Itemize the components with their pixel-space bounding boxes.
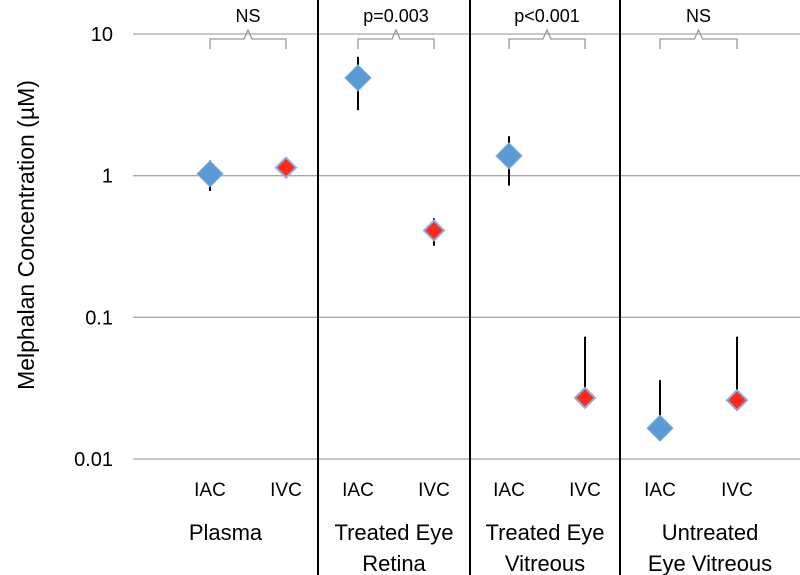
group-label: Retina: [362, 551, 426, 575]
significance-label-bg: [356, 4, 436, 26]
y-axis-label: Melphalan Concentration (µM): [13, 80, 39, 390]
x-category-label: IVC: [418, 480, 450, 501]
significance-layer: NS p=0.003 p<0.001 NS: [209, 4, 738, 49]
significance-label-bg: [683, 4, 714, 26]
y-tick-label: 1: [102, 166, 113, 188]
data-point-ivc: [274, 156, 298, 180]
x-category-label: IVC: [270, 480, 302, 501]
significance-bracket: [508, 28, 586, 49]
data-point-iac: [495, 142, 523, 170]
y-tick-label: 0.01: [74, 449, 113, 471]
significance-bracket: [659, 28, 738, 49]
x-category-label: IAC: [644, 480, 676, 501]
group-label: Treated Eye: [485, 520, 604, 545]
significance-bracket: [357, 28, 435, 49]
data-point-iac: [344, 64, 372, 92]
significance-label: NS: [235, 6, 260, 26]
group-label: Plasma: [189, 520, 263, 545]
significance-bracket: [209, 28, 287, 49]
significance-label-bg: [233, 4, 263, 26]
grid-layer: [133, 33, 800, 460]
group-label: Vitreous: [505, 551, 585, 575]
significance-label: NS: [686, 6, 711, 26]
x-category-label: IAC: [194, 480, 226, 501]
y-tick-label: 0.1: [85, 307, 113, 329]
significance-label: p<0.001: [514, 6, 580, 26]
data-point-ivc: [725, 388, 749, 412]
group-label: Untreated: [662, 520, 759, 545]
error-bar-layer: [209, 56, 738, 429]
data-point-ivc: [573, 386, 597, 410]
point-layer: [196, 64, 749, 442]
x-category-label: IVC: [569, 480, 601, 501]
divider-layer: [317, 0, 621, 575]
group-label: Treated Eye: [334, 520, 453, 545]
significance-label: p=0.003: [363, 6, 429, 26]
y-tick-label: 10: [91, 24, 113, 46]
data-point-iac: [646, 414, 674, 442]
data-point-iac: [196, 160, 224, 188]
group-label: Eye Vitreous: [648, 551, 772, 575]
label-layer: 10 1 0.1 0.01 IAC IVC IAC IVC IAC IVC IAC IVC Plasma…: [74, 24, 772, 575]
x-category-label: IVC: [721, 480, 753, 501]
x-category-label: IAC: [493, 480, 525, 501]
x-category-label: IAC: [342, 480, 374, 501]
significance-label-bg: [507, 4, 587, 26]
data-point-ivc: [422, 219, 446, 242]
